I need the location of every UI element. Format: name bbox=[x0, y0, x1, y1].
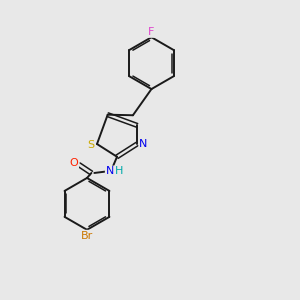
Text: H: H bbox=[115, 167, 123, 176]
Text: F: F bbox=[148, 27, 155, 37]
Text: N: N bbox=[139, 139, 148, 149]
Text: S: S bbox=[88, 140, 95, 150]
Text: O: O bbox=[69, 158, 78, 168]
Text: N: N bbox=[106, 167, 114, 176]
Text: Br: Br bbox=[81, 231, 93, 241]
